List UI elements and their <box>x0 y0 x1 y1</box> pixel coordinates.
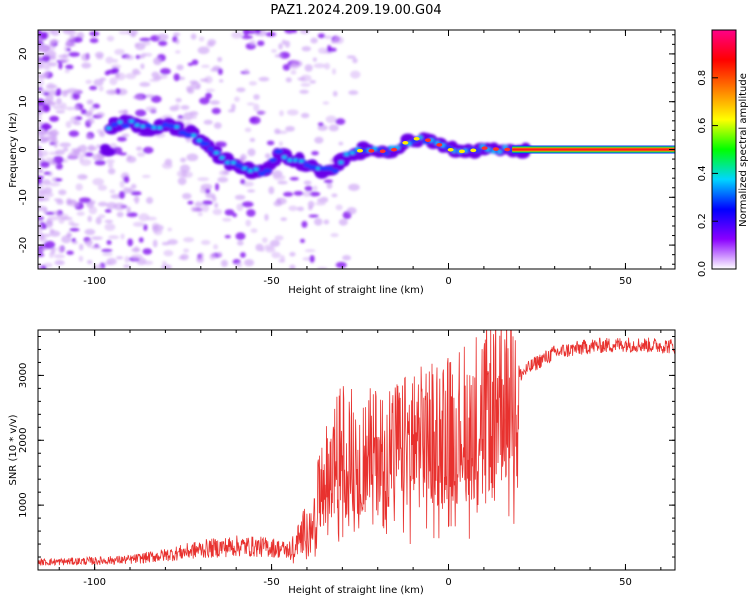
colorbar-tick-label: 0.6 <box>697 118 708 134</box>
y-tick-label: 1000 <box>18 492 29 517</box>
x-tick-label: -50 <box>263 577 279 588</box>
y-tick-label: 20 <box>18 48 29 61</box>
spectrogram-y-ticks: 20 10 0 -10 -20 <box>18 34 675 265</box>
colorbar-tick-label: 0.0 <box>697 261 708 277</box>
snr-y-label: SNR (10 * v/v) <box>8 414 19 485</box>
spectrogram-y-label: Frequency (Hz) <box>8 112 19 188</box>
figure-title: PAZ1.2024.209.19.00.G04 <box>270 3 441 18</box>
x-tick-label: 0 <box>445 577 451 588</box>
colorbar-label: Normalized spectral amplitude <box>738 73 749 227</box>
spectrogram-x-label: Height of straight line (km) <box>288 285 424 296</box>
y-tick-label: -20 <box>18 237 29 253</box>
snr-x-label: Height of straight line (km) <box>288 585 424 596</box>
snr-series-line <box>38 330 675 567</box>
colorbar-gradient <box>712 30 736 269</box>
y-tick-label: -10 <box>18 189 29 205</box>
spectrogram-heatmap <box>38 30 675 269</box>
y-tick-label: 0 <box>18 146 29 152</box>
y-tick-label: 10 <box>18 95 29 108</box>
y-tick-label: 3000 <box>18 363 29 388</box>
x-tick-label: -100 <box>83 276 106 287</box>
colorbar-tick-label: 0.8 <box>697 70 708 86</box>
colorbar-tick-label: 0.2 <box>697 213 708 229</box>
colorbar-tick-label: 0.4 <box>697 165 708 181</box>
colorbar: 0.0 0.2 0.4 0.6 0.8 Normalized spectral ampl… <box>697 29 749 277</box>
snr-y-ticks: 1000 2000 3000 <box>18 335 675 558</box>
x-tick-label: 0 <box>445 276 451 287</box>
spectrogram-panel: -100 -50 0 50 20 10 0 -10 -20 Height of straigh… <box>8 29 676 296</box>
colorbar-ticks: 0.0 0.2 0.4 0.6 0.8 <box>697 70 718 277</box>
snr-panel: -100 -50 0 50 1000 2000 3000 Height of straig… <box>8 329 676 596</box>
x-tick-label: 50 <box>619 577 632 588</box>
x-tick-label: -100 <box>83 577 106 588</box>
x-tick-label: 50 <box>619 276 632 287</box>
y-tick-label: 2000 <box>18 428 29 453</box>
snr-x-ticks: -100 -50 0 50 <box>58 330 662 588</box>
spectrogram-x-ticks: -100 -50 0 50 <box>58 30 662 287</box>
x-tick-label: -50 <box>263 276 279 287</box>
